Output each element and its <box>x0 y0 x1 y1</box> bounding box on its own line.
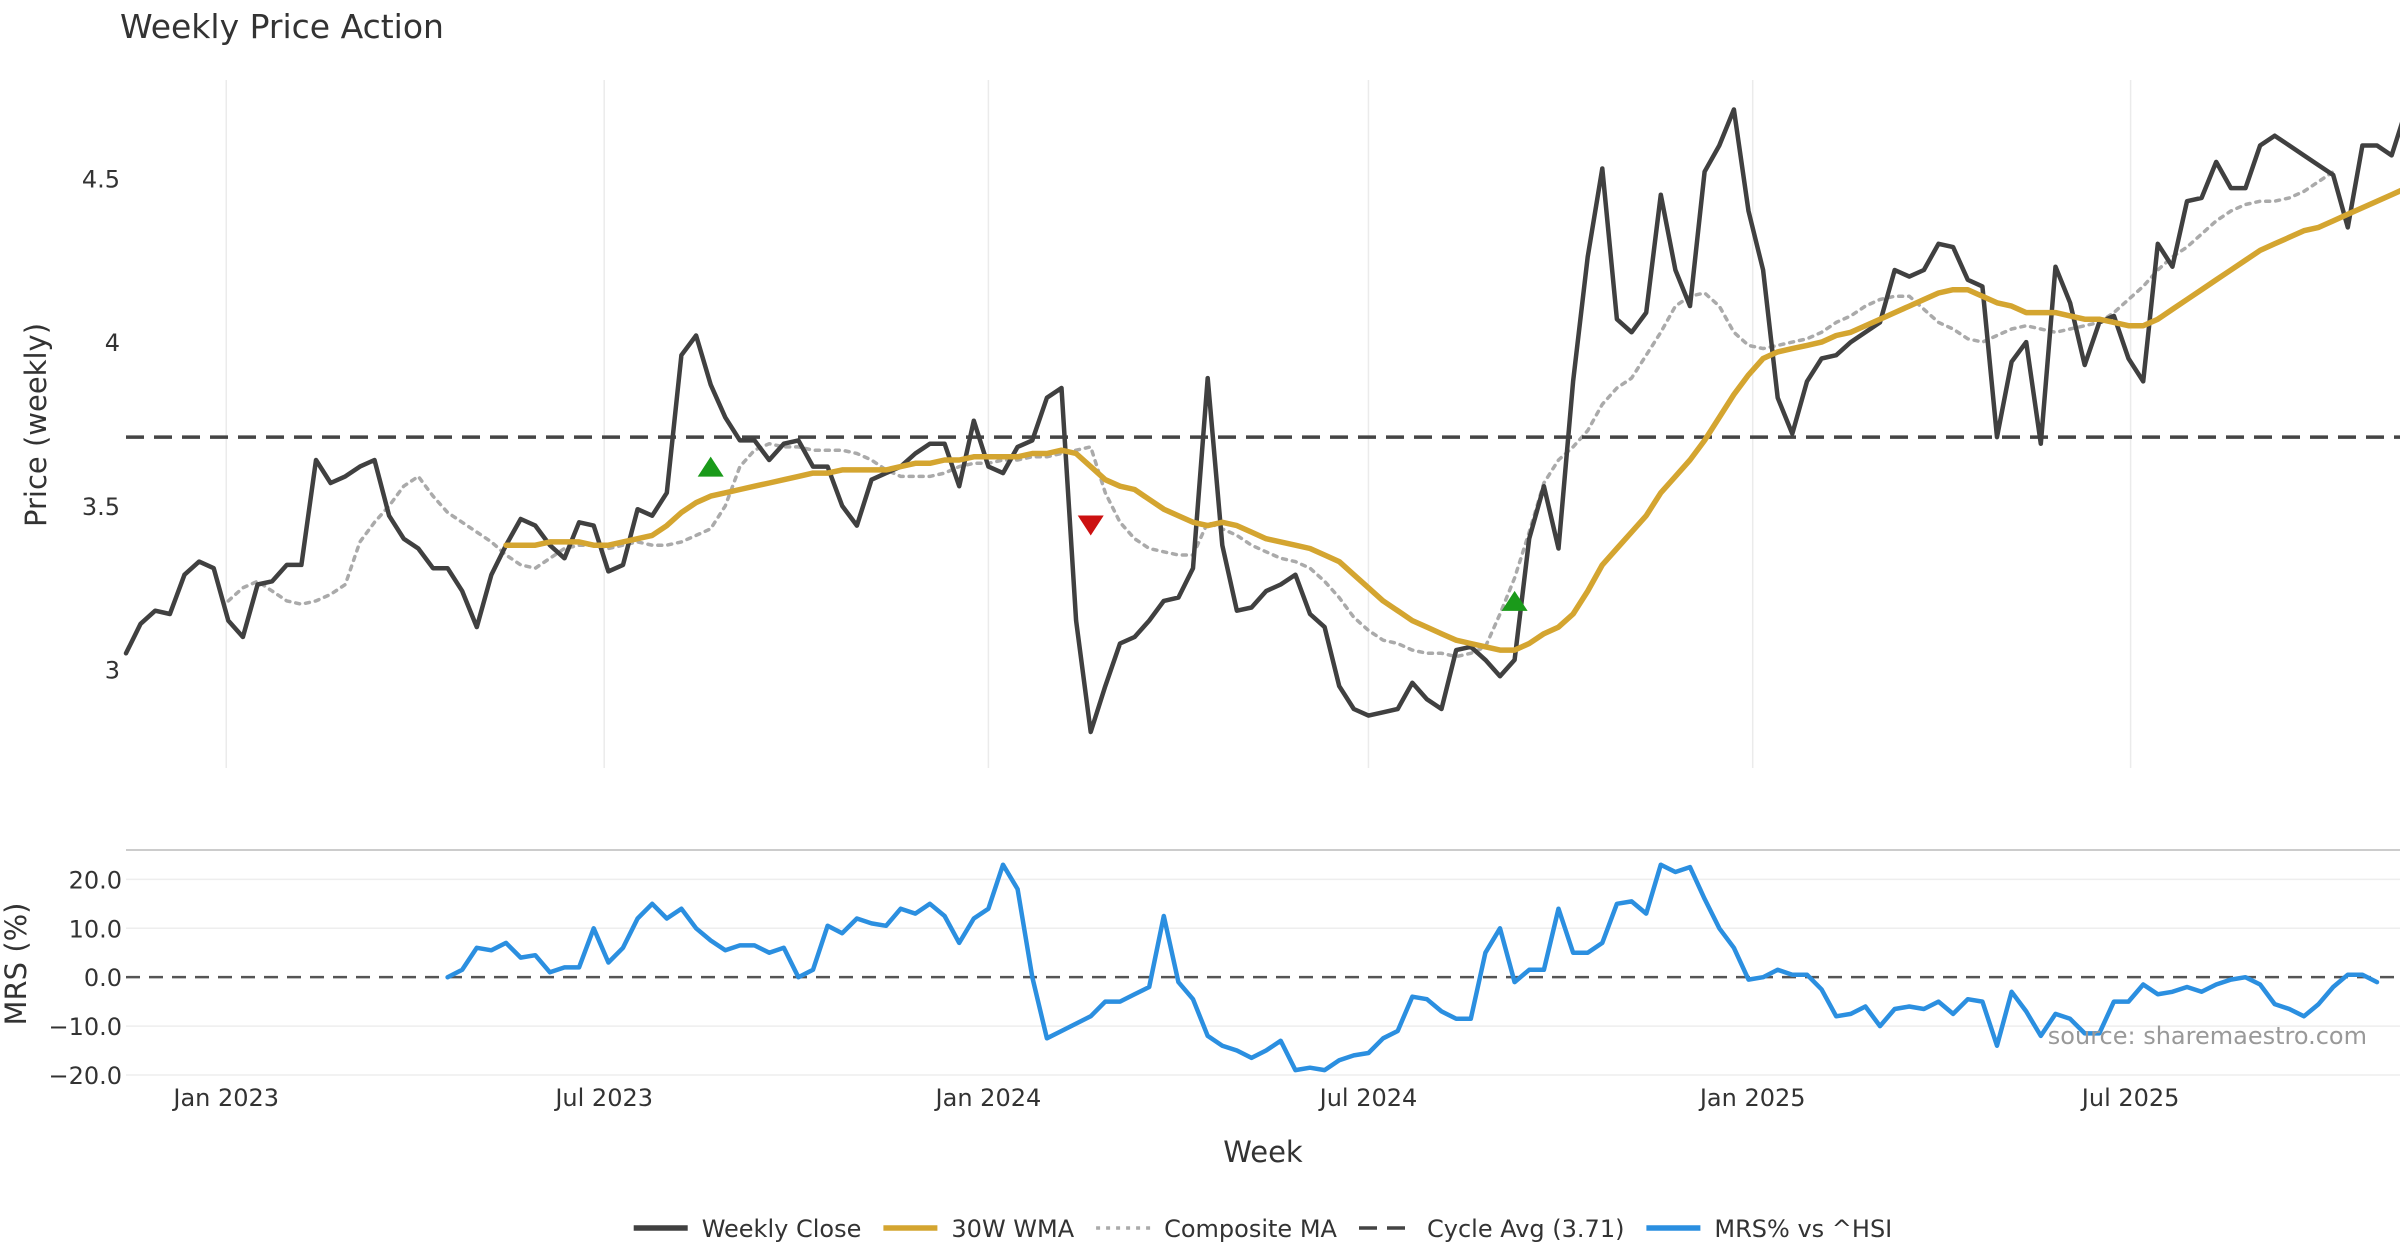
price-y-axis-label: Price (weekly) <box>19 323 53 527</box>
price-series <box>123 107 2400 735</box>
price-ytick-label: 3.5 <box>82 493 120 521</box>
price-ytick-label: 4 <box>105 329 120 357</box>
mrs-ytick-label: 0.0 <box>84 964 122 992</box>
x-tick-label: Jul 2023 <box>553 1084 653 1112</box>
mrs-y-axis-label: MRS (%) <box>0 903 33 1026</box>
x-tick-label: Jul 2025 <box>2080 1084 2180 1112</box>
legend-item: Weekly Close <box>633 1215 862 1243</box>
mrs-ytick-label: −20.0 <box>48 1062 122 1090</box>
legend-item: Composite MA <box>1096 1215 1338 1243</box>
x-ticks: Jan 2023 Jul 2023 Jan 2024 Jul 2024 Jan 2025… <box>171 1084 2179 1112</box>
mrs-ytick-label: 10.0 <box>69 915 122 943</box>
mrs-y-ticks: 20.0 10.0 0.0 −10.0 −20.0 <box>48 866 122 1090</box>
legend-label: Weekly Close <box>702 1215 862 1243</box>
mrs-series <box>445 862 2380 1073</box>
price-ytick-label: 4.5 <box>82 165 120 193</box>
legend-label: Cycle Avg (3.71) <box>1427 1215 1624 1243</box>
series-line-mrs <box>445 862 2380 1073</box>
sell-signal-marker <box>1077 515 1104 536</box>
legend-label: 30W WMA <box>951 1215 1074 1243</box>
source-note: source: sharemaestro.com <box>2048 1022 2367 1050</box>
series-line-weekly-close <box>123 107 2400 735</box>
x-axis-label: Week <box>1223 1135 1303 1169</box>
price-grid <box>225 80 2132 768</box>
signal-markers <box>697 456 1528 611</box>
mrs-grid <box>126 849 2400 1076</box>
x-tick-label: Jan 2024 <box>934 1084 1042 1112</box>
chart-title: Weekly Price Action <box>120 7 444 46</box>
buy-signal-marker <box>697 456 724 477</box>
x-tick-label: Jan 2023 <box>171 1084 279 1112</box>
legend-label: Composite MA <box>1164 1215 1337 1243</box>
x-tick-label: Jul 2024 <box>1318 1084 1418 1112</box>
x-tick-label: Jan 2025 <box>1698 1084 1806 1112</box>
mrs-ytick-label: −10.0 <box>48 1013 122 1041</box>
buy-signal-marker <box>1501 590 1528 611</box>
mrs-ytick-label: 20.0 <box>69 866 122 894</box>
legend-item: MRS% vs ^HSI <box>1646 1215 1892 1243</box>
series-line-composite-ma <box>226 169 2335 659</box>
legend-item: 30W WMA <box>883 1215 1075 1243</box>
series-line-30w-wma <box>503 187 2400 653</box>
price-y-ticks: 3 3.5 4 4.5 <box>82 165 120 684</box>
price-ytick-label: 3 <box>105 657 120 685</box>
legend-label: MRS% vs ^HSI <box>1714 1215 1892 1243</box>
legend-item: Cycle Avg (3.71) <box>1359 1215 1624 1243</box>
legend: Weekly Close 30W WMA Composite MA Cycle Avg… <box>633 1215 1892 1243</box>
